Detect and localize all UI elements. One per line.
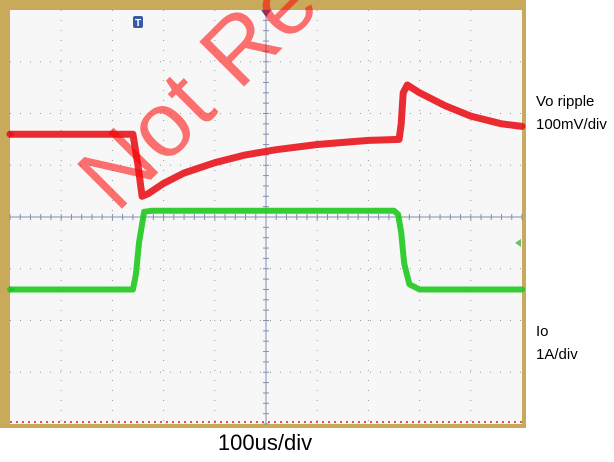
position-marker [261, 10, 271, 17]
vo-label: Vo ripple 100mV/div [536, 90, 607, 136]
io-label-line-1: Io [536, 323, 549, 340]
channel-marker [9, 130, 15, 139]
trigger-label: T [135, 18, 141, 29]
trigger-level-marker [515, 238, 521, 247]
vo-label-line-2: 100mV/div [536, 116, 607, 133]
trace-vo-ripple [6, 81, 526, 200]
channel-marker [9, 285, 15, 294]
vo-label-line-1: Vo ripple [536, 93, 595, 110]
trace-io [7, 207, 525, 293]
x-axis-label: 100us/div [217, 430, 313, 455]
io-label-line-2: 1A/div [536, 346, 578, 363]
io-label: Io 1A/div [536, 320, 578, 366]
trigger-marker [133, 16, 143, 28]
